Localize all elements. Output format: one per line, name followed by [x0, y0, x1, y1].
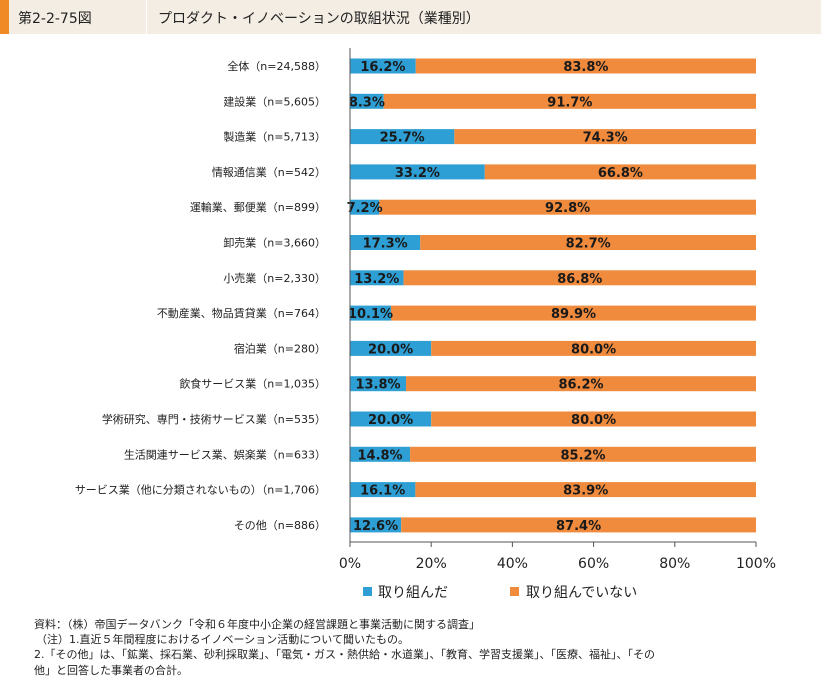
note-1: （注）1.直近５年間程度におけるイノベーション活動について聞いたもの。 [36, 633, 409, 647]
category-label: 卸売業（n=3,660） [223, 236, 326, 250]
data-label-series-2: 87.4% [556, 519, 601, 534]
category-label: 建設業（n=5,605） [223, 94, 326, 108]
bar-segment-series-1 [350, 376, 407, 392]
legend-label-series-1: 取り組んだ [378, 585, 448, 601]
note-2-cont: 他」と回答した事業者の合計。 [34, 663, 188, 677]
category-label: 製造業（n=5,713） [223, 130, 326, 144]
bar-segment-series-1 [350, 482, 416, 498]
data-label-series-2: 66.8% [598, 166, 643, 181]
data-label-series-1: 33.2% [395, 166, 440, 181]
category-label: 生活関連サービス業、娯楽業（n=633） [124, 447, 326, 461]
category-label: 情報通信業（n=542） [212, 166, 326, 179]
x-tick-label: 40% [497, 556, 528, 572]
bar-segment-series-1 [350, 235, 421, 250]
category-label: サービス業（他に分類されないもの）（n=1,706） [75, 484, 326, 497]
data-label-series-2: 85.2% [560, 448, 605, 463]
data-label-series-2: 91.7% [547, 95, 592, 110]
bar-segment-series-2 [484, 164, 756, 180]
bar-segment-series-1 [350, 129, 455, 145]
figure-number: 第2-2-75図 [18, 11, 92, 27]
data-label-series-2: 83.8% [563, 60, 608, 75]
figure-title: プロダクト・イノベーションの取組状況（業種別） [158, 11, 480, 27]
bar-segment-series-1 [350, 199, 380, 215]
bar-segment-series-2 [415, 482, 756, 498]
data-label-series-1: 17.3% [363, 237, 408, 252]
bar-segment-series-1 [350, 93, 384, 109]
bar-segment-series-2 [431, 411, 756, 427]
bar-segment-series-2 [406, 376, 756, 392]
bar-segment-series-2 [431, 340, 756, 356]
note-2: 2.「その他」は、「鉱業、採石業、砂利採取業」、「電気・ガス・熱供給・水道業」、… [34, 648, 655, 662]
data-label-series-2: 83.9% [563, 484, 608, 499]
x-tick-label: 100% [736, 556, 776, 572]
bar-segment-series-1 [350, 305, 392, 321]
category-label: 宿泊業（n=280） [234, 341, 326, 355]
data-label-series-2: 86.2% [558, 378, 603, 393]
data-label-series-2: 80.0% [571, 413, 616, 428]
bar-segment-series-2 [401, 517, 756, 533]
bar-segment-series-1 [350, 411, 432, 427]
data-label-series-1: 25.7% [380, 131, 425, 146]
bar-segment-series-2 [454, 129, 756, 145]
header-accent-bar [0, 0, 9, 34]
bar-segment-series-2 [391, 305, 756, 321]
bar-segment-series-2 [420, 235, 756, 250]
header-separator [146, 0, 147, 34]
figure-header: 第2-2-75図 プロダクト・イノベーションの取組状況（業種別） [0, 0, 821, 34]
bar-segment-series-1 [350, 164, 485, 180]
bar-segment-series-1 [350, 58, 416, 74]
bar-segment-series-1 [350, 517, 402, 533]
data-label-series-1: 20.0% [368, 413, 413, 428]
category-label: 不動産業、物品賃貸業（n=764） [157, 306, 326, 320]
category-label: 全体（n=24,588） [227, 59, 326, 73]
legend-label-series-2: 取り組んでいない [526, 585, 637, 601]
data-label-series-1: 16.1% [360, 484, 405, 499]
data-label-series-1: 10.1% [348, 307, 393, 322]
data-label-series-2: 80.0% [571, 342, 616, 357]
data-label-series-1: 7.2% [347, 201, 383, 216]
data-label-series-1: 12.6% [353, 519, 398, 534]
data-label-series-2: 89.9% [551, 307, 596, 322]
bar-segment-series-2 [403, 270, 756, 286]
bar-segment-series-1 [350, 446, 411, 462]
data-label-series-1: 13.2% [354, 272, 399, 287]
note-source: 資料：（株）帝国データバンク「令和６年度中小企業の経営課題と事業活動に関する調査… [34, 618, 481, 631]
data-label-series-1: 20.0% [368, 342, 413, 357]
stacked-bar-chart: 16.2% 83.8% 全体（n=24,588） 8.3% 91.7% 建設業（n=5,6… [75, 48, 776, 601]
category-label: その他（n=886） [234, 519, 326, 532]
category-label: 小売業（n=2,330） [223, 272, 326, 285]
category-label: 飲食サービス業（n=1,035） [179, 377, 326, 391]
x-tick-label: 0% [339, 556, 361, 572]
data-label-series-2: 86.8% [557, 272, 602, 287]
data-label-series-2: 74.3% [583, 131, 628, 146]
data-label-series-1: 14.8% [357, 448, 402, 463]
data-label-series-1: 16.2% [360, 60, 405, 75]
bar-segment-series-1 [350, 340, 432, 356]
legend-swatch-series-1 [363, 587, 372, 596]
legend-swatch-series-2 [510, 587, 519, 596]
category-label: 学術研究、専門・技術サービス業（n=535） [102, 412, 326, 426]
data-label-series-2: 82.7% [566, 237, 611, 252]
data-label-series-2: 92.8% [545, 201, 590, 216]
data-label-series-1: 13.8% [355, 378, 400, 393]
x-tick-label: 60% [578, 556, 609, 572]
notes-section: 資料：（株）帝国データバンク「令和６年度中小企業の経営課題と事業活動に関する調査… [34, 617, 655, 678]
x-tick-label: 80% [659, 556, 690, 572]
data-label-series-1: 8.3% [349, 95, 385, 110]
bar-segment-series-2 [415, 58, 756, 74]
bar-segment-series-2 [410, 446, 756, 462]
bar-segment-series-1 [350, 270, 404, 286]
x-tick-label: 20% [416, 556, 447, 572]
bar-segment-series-2 [379, 199, 756, 215]
category-label: 運輸業、郵便業（n=899） [190, 200, 326, 214]
bar-segment-series-2 [383, 93, 756, 109]
